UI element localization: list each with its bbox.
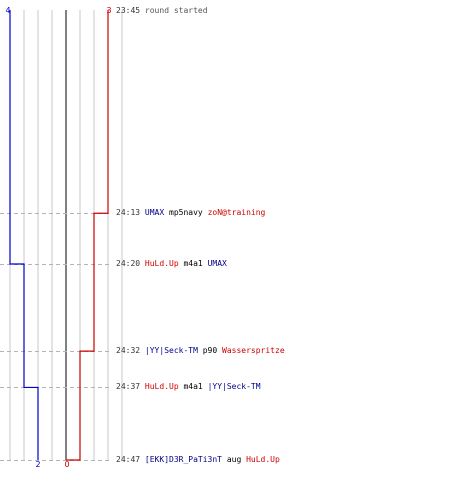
weapon-name: p90: [202, 346, 218, 356]
event-time: 24:32: [116, 346, 141, 356]
blue-player-name: |YY|Seck-TM: [207, 382, 261, 392]
event-guide-lines: [0, 213, 112, 461]
weapon-name: m4a1: [183, 382, 203, 392]
team-lines: [9, 10, 109, 461]
red-player-name: HuLd.Up: [144, 382, 179, 392]
event-log-line: 24:37 HuLd.Up m4a1 |YY|Seck-TM: [116, 382, 261, 392]
event-log-line: 24:13 UMAX mp5navy zoN@training: [116, 208, 265, 218]
blue-player-name: [EKK]D3R_PaTi3nT: [144, 455, 222, 464]
weapon-name: mp5navy: [169, 208, 203, 218]
blue-team-line: [9, 10, 39, 460]
weapon-name: aug: [226, 455, 242, 464]
event-time: 24:20: [116, 259, 141, 269]
red-player-name: Wasserspritze: [222, 346, 285, 356]
event-text: round started: [144, 6, 208, 15]
event-time: 24:37: [116, 382, 141, 392]
red-team-line: [66, 10, 109, 461]
event-log-line: 24:47 [EKK]D3R_PaTi3nT aug HuLd.Up: [116, 455, 280, 465]
red-player-name: HuLd.Up: [144, 259, 179, 269]
event-log-line: 23:45 round started: [116, 6, 208, 16]
red-end-count: 0: [64, 460, 69, 469]
event-log-line: 24:32 |YY|Seck-TM p90 Wasserspritze: [116, 346, 285, 356]
red-player-name: zoN@training: [207, 208, 266, 218]
blue-player-name: UMAX: [207, 259, 227, 269]
grid-lines: [9, 10, 123, 460]
red-player-name: HuLd.Up: [246, 455, 280, 464]
event-log-line: 24:20 HuLd.Up m4a1 UMAX: [116, 259, 227, 269]
event-time: 23:45: [116, 6, 141, 15]
event-time: 24:13: [116, 208, 141, 218]
weapon-name: m4a1: [183, 259, 203, 269]
red-start-count: 3: [106, 6, 111, 15]
blue-player-name: |YY|Seck-TM: [144, 346, 198, 356]
blue-start-count: 4: [5, 6, 10, 15]
event-time: 24:47: [116, 455, 141, 464]
blue-player-name: UMAX: [144, 208, 165, 218]
blue-end-count: 2: [35, 460, 40, 469]
